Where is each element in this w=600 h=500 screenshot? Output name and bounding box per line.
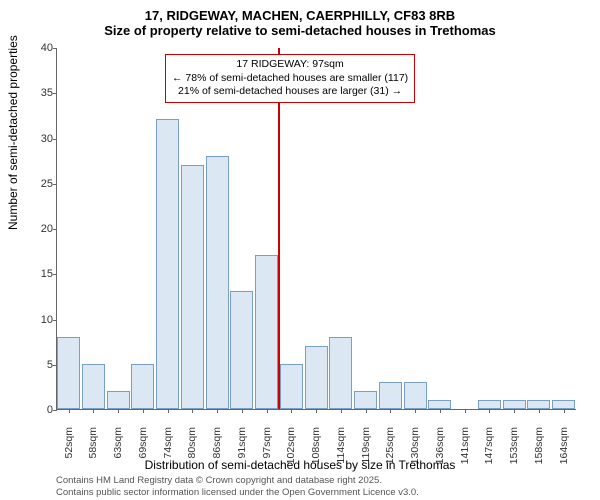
x-tick-mark — [168, 409, 169, 413]
chart-title-line1: 17, RIDGEWAY, MACHEN, CAERPHILLY, CF83 8… — [0, 8, 600, 23]
y-tick-label: 15 — [25, 268, 53, 280]
x-tick-mark — [93, 409, 94, 413]
x-tick-mark — [564, 409, 565, 413]
histogram-bar — [329, 337, 352, 409]
histogram-bar — [527, 400, 550, 409]
annotation-line1: 17 RIDGEWAY: 97sqm — [172, 58, 408, 72]
annotation-box: 17 RIDGEWAY: 97sqm ← 78% of semi-detache… — [165, 54, 415, 103]
x-tick-mark — [316, 409, 317, 413]
y-tick-label: 10 — [25, 314, 53, 326]
y-tick-label: 25 — [25, 178, 53, 190]
y-tick-label: 5 — [25, 359, 53, 371]
y-tick-mark — [53, 139, 57, 140]
x-tick-mark — [489, 409, 490, 413]
histogram-bar — [82, 364, 105, 409]
x-tick-mark — [69, 409, 70, 413]
annotation-line3: 21% of semi-detached houses are larger (… — [172, 85, 408, 99]
histogram-bar — [206, 156, 229, 409]
x-tick-mark — [217, 409, 218, 413]
histogram-bar — [131, 364, 154, 409]
x-tick-mark — [440, 409, 441, 413]
title-group: 17, RIDGEWAY, MACHEN, CAERPHILLY, CF83 8… — [0, 0, 600, 38]
x-tick-mark — [415, 409, 416, 413]
x-tick-mark — [267, 409, 268, 413]
y-tick-label: 35 — [25, 87, 53, 99]
histogram-bar — [57, 337, 80, 409]
chart-title-line2: Size of property relative to semi-detach… — [0, 23, 600, 38]
x-tick-mark — [341, 409, 342, 413]
x-tick-mark — [465, 409, 466, 413]
disclaimer-line2: Contains public sector information licen… — [56, 487, 419, 498]
histogram-bar — [181, 165, 204, 409]
disclaimer-line1: Contains HM Land Registry data © Crown c… — [56, 475, 419, 486]
histogram-bar — [404, 382, 427, 409]
disclaimer: Contains HM Land Registry data © Crown c… — [56, 475, 419, 498]
histogram-bar — [478, 400, 501, 409]
histogram-bar — [428, 400, 451, 409]
annotation-line2: ← 78% of semi-detached houses are smalle… — [172, 72, 408, 86]
x-tick-mark — [390, 409, 391, 413]
y-tick-label: 30 — [25, 133, 53, 145]
y-tick-label: 0 — [25, 404, 53, 416]
y-tick-mark — [53, 274, 57, 275]
x-tick-mark — [539, 409, 540, 413]
y-tick-mark — [53, 229, 57, 230]
histogram-bar — [107, 391, 130, 409]
histogram-bar — [552, 400, 575, 409]
histogram-bar — [354, 391, 377, 409]
histogram-bar — [156, 119, 179, 409]
histogram-bar — [230, 291, 253, 409]
plot-area: 051015202530354052sqm58sqm63sqm69sqm74sq… — [56, 48, 576, 410]
y-axis-label: Number of semi-detached properties — [6, 35, 20, 230]
histogram-bar — [503, 400, 526, 409]
x-axis-label: Distribution of semi-detached houses by … — [0, 458, 600, 472]
chart-container: 17, RIDGEWAY, MACHEN, CAERPHILLY, CF83 8… — [0, 0, 600, 500]
y-tick-label: 40 — [25, 42, 53, 54]
x-tick-mark — [118, 409, 119, 413]
histogram-bar — [255, 255, 278, 409]
y-tick-mark — [53, 184, 57, 185]
x-tick-mark — [291, 409, 292, 413]
x-tick-mark — [242, 409, 243, 413]
histogram-bar — [305, 346, 328, 409]
histogram-bar — [280, 364, 303, 409]
x-tick-mark — [192, 409, 193, 413]
y-tick-mark — [53, 93, 57, 94]
y-tick-mark — [53, 320, 57, 321]
histogram-bar — [379, 382, 402, 409]
y-tick-label: 20 — [25, 223, 53, 235]
x-tick-mark — [366, 409, 367, 413]
x-tick-mark — [514, 409, 515, 413]
y-tick-mark — [53, 410, 57, 411]
x-tick-mark — [143, 409, 144, 413]
y-tick-mark — [53, 48, 57, 49]
